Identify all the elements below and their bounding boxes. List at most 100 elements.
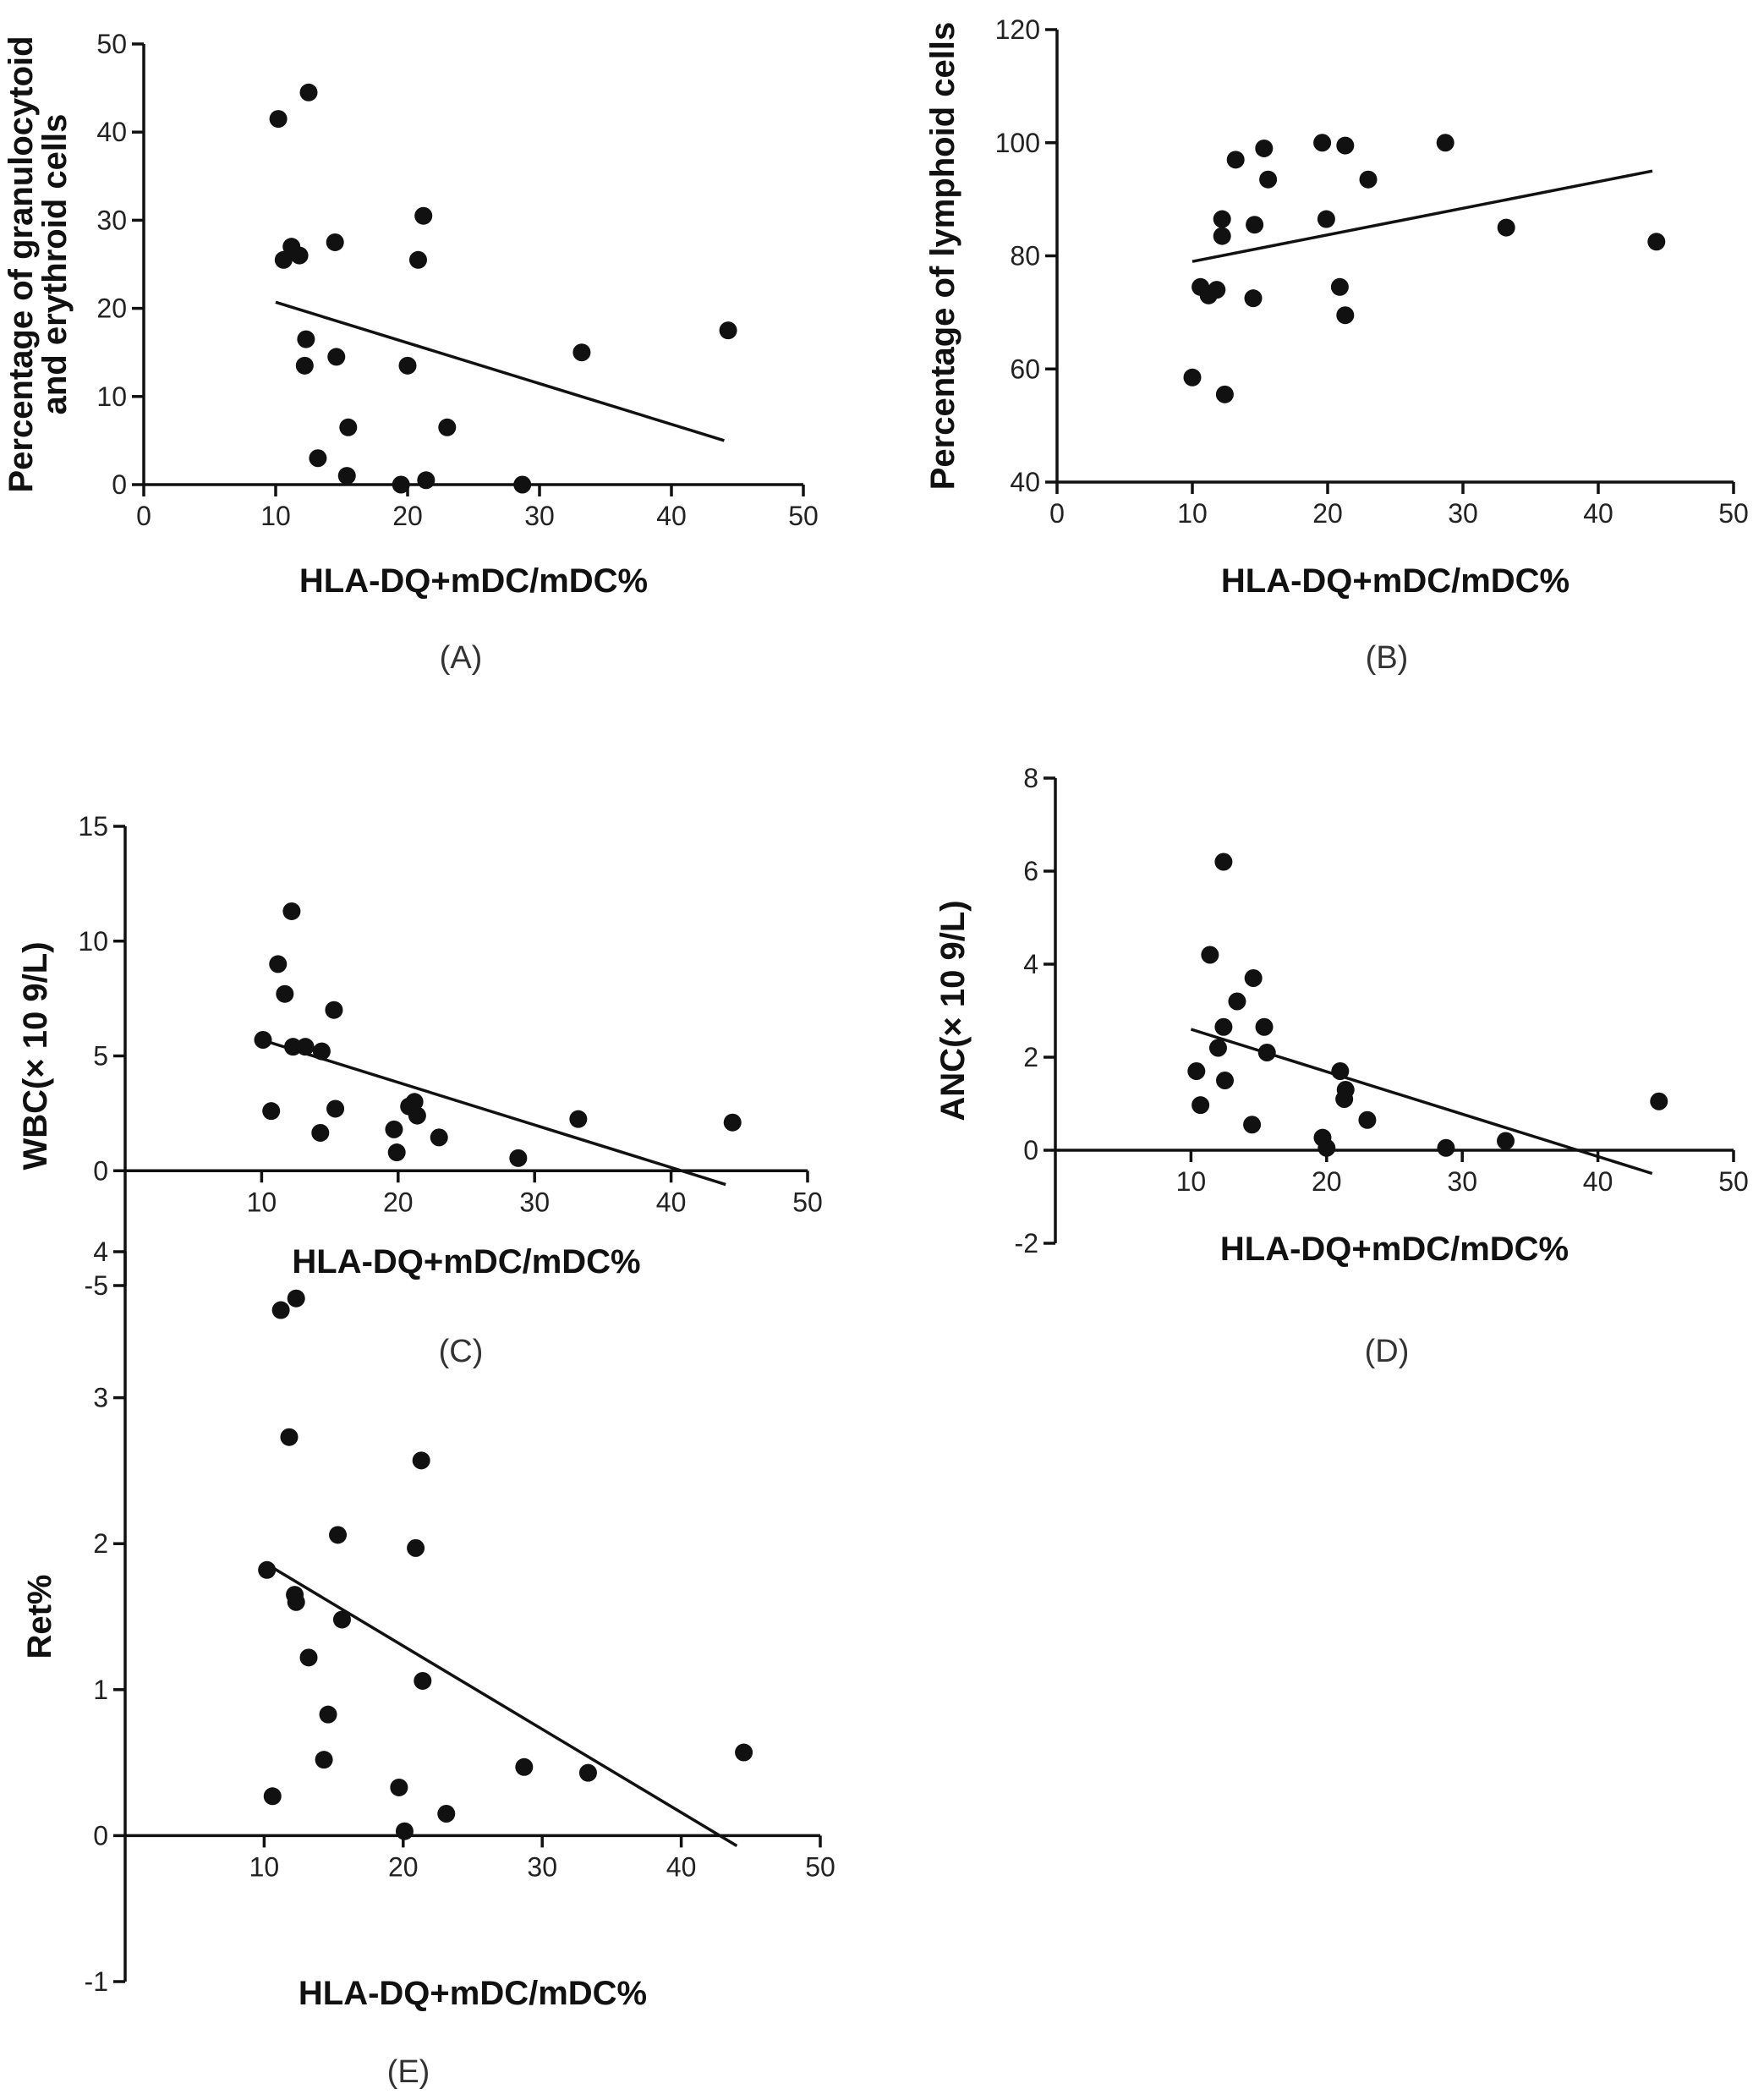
data-point <box>1317 1138 1336 1157</box>
x-tick-label: 50 <box>1718 498 1749 529</box>
data-point <box>572 343 591 362</box>
panel-label: (B) <box>1366 640 1409 676</box>
data-point <box>1213 227 1231 245</box>
data-point <box>1255 1017 1274 1036</box>
data-point <box>390 1778 408 1796</box>
y-axis-title: WBC(× 10 9/L) <box>17 941 54 1170</box>
data-point <box>1317 210 1335 228</box>
y-axis-title: Percentage of granulocytoid <box>3 36 40 492</box>
data-point <box>735 1743 753 1762</box>
x-tick-label: 20 <box>392 501 423 531</box>
data-point <box>392 475 410 494</box>
y-tick-label: 4 <box>93 1236 108 1267</box>
data-point <box>513 475 532 494</box>
data-point <box>414 206 433 225</box>
data-point <box>1228 992 1246 1011</box>
y-tick-label: 10 <box>96 381 127 412</box>
data-point <box>1246 216 1264 234</box>
chart-panel: -2 0 2 4 6 8 10 20 30 40 50 HLA-DQ+mDC/mDC% ANC(× 10… <box>934 763 1749 1369</box>
y-tick-label: 0 <box>93 1820 108 1851</box>
data-point <box>339 418 358 436</box>
x-tick-label: 20 <box>1312 1166 1342 1197</box>
data-point <box>1647 233 1666 251</box>
x-tick-label: 40 <box>656 501 687 531</box>
data-point <box>1244 289 1263 308</box>
x-tick-label: 10 <box>1177 498 1208 529</box>
data-point <box>1226 151 1245 169</box>
y-tick-label: 15 <box>78 811 108 842</box>
data-point <box>723 1113 742 1132</box>
data-point <box>254 1030 272 1049</box>
x-tick-label: 50 <box>805 1851 835 1882</box>
y-axis-title: and erythroid cells <box>36 114 74 415</box>
x-tick-label: 30 <box>524 501 555 531</box>
y-tick-label: 30 <box>96 205 127 235</box>
data-point <box>280 1428 299 1446</box>
data-point <box>1358 1110 1377 1129</box>
data-point <box>1330 277 1349 296</box>
x-tick-label: 10 <box>247 1187 277 1217</box>
y-tick-label: -1 <box>85 1966 108 1997</box>
data-point <box>1243 1116 1262 1134</box>
regression-line <box>275 300 725 442</box>
data-point <box>274 250 293 269</box>
x-tick-label: 50 <box>1718 1166 1749 1197</box>
data-point <box>271 1301 290 1319</box>
data-point <box>1436 134 1454 152</box>
y-axis-title: Ret% <box>21 1574 58 1659</box>
y-tick-label: 6 <box>1023 856 1038 886</box>
y-tick-label: 2 <box>93 1528 108 1559</box>
data-point <box>1650 1092 1668 1110</box>
data-point <box>258 1560 277 1579</box>
data-point <box>312 1042 331 1061</box>
data-point <box>387 1143 406 1162</box>
x-tick-label: 40 <box>656 1187 687 1217</box>
x-tick-label: 50 <box>792 1187 823 1217</box>
y-tick-label: 100 <box>995 128 1040 158</box>
data-point <box>1187 1062 1206 1080</box>
regression-line <box>1191 169 1653 263</box>
y-tick-label: 20 <box>96 293 127 324</box>
data-point <box>408 250 427 269</box>
y-tick-label: 1 <box>93 1675 108 1705</box>
y-tick-label: 10 <box>78 926 108 957</box>
chart-panel: -5 0 5 10 15 10 20 30 40 50 HLA-DQ+mDC/mDC% WBC(× 1… <box>17 811 823 1369</box>
y-tick-label: 4 <box>1023 949 1038 979</box>
data-point <box>1215 385 1234 403</box>
data-point <box>315 1751 333 1769</box>
x-tick-label: 40 <box>1583 498 1613 529</box>
data-point <box>311 1123 330 1142</box>
x-tick-label: 30 <box>519 1187 550 1217</box>
data-point <box>284 1038 303 1056</box>
data-point <box>332 1610 351 1629</box>
data-point <box>263 1787 282 1806</box>
data-point <box>719 321 737 340</box>
data-point <box>337 467 356 485</box>
data-point <box>297 330 315 348</box>
data-point <box>408 1106 426 1125</box>
data-point <box>1216 1072 1234 1089</box>
regression-line <box>260 1038 726 1187</box>
x-tick-label: 50 <box>788 501 819 531</box>
x-tick-label: 0 <box>1049 498 1065 529</box>
data-point <box>1331 1062 1350 1080</box>
y-tick-label: 0 <box>93 1155 108 1186</box>
y-axis-title: Percentage of lymphoid cells <box>924 22 961 491</box>
data-point <box>296 1038 315 1056</box>
x-tick-label: 20 <box>1312 498 1343 529</box>
data-point <box>1183 368 1202 387</box>
regression-line <box>263 1561 738 1847</box>
x-tick-label: 30 <box>1447 1166 1477 1197</box>
x-axis-title: HLA-DQ+mDC/mDC% <box>1220 1231 1569 1268</box>
y-tick-label: 80 <box>1010 241 1040 271</box>
data-point <box>269 955 288 973</box>
data-point <box>438 418 457 436</box>
data-point <box>405 1093 424 1111</box>
data-point <box>1497 1132 1515 1150</box>
data-point <box>1497 218 1515 237</box>
data-point <box>407 1538 425 1557</box>
data-point <box>287 1593 305 1611</box>
data-point <box>1213 210 1231 228</box>
data-point <box>1191 1096 1210 1115</box>
data-point <box>299 1648 318 1667</box>
